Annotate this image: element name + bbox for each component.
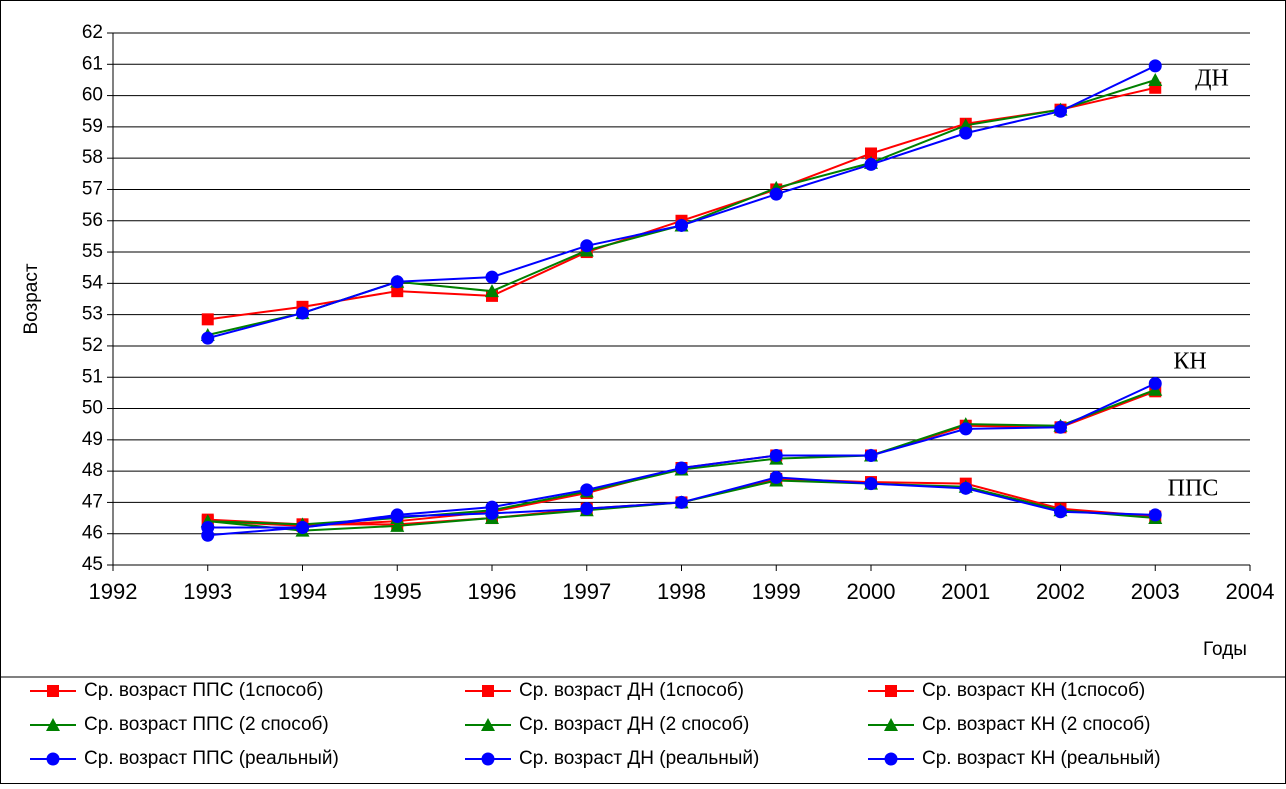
- legend-label: Ср. возраст ППС (1способ): [84, 680, 323, 701]
- y-tick-label: 60: [82, 85, 103, 106]
- marker: [1148, 508, 1162, 522]
- marker: [1148, 59, 1162, 73]
- x-axis-label: Годы: [1203, 639, 1247, 660]
- marker: [675, 218, 688, 232]
- marker: [675, 495, 688, 509]
- y-tick-label: 59: [82, 116, 103, 137]
- marker: [46, 718, 60, 731]
- x-tick-label: 1993: [183, 579, 232, 604]
- marker: [201, 528, 215, 542]
- y-tick-label: 61: [82, 53, 103, 74]
- x-tick-label: 2004: [1226, 579, 1275, 604]
- marker: [485, 500, 499, 514]
- marker: [1054, 420, 1067, 434]
- legend-label: Ср. возраст ДН (1способ): [519, 680, 744, 701]
- marker: [864, 157, 878, 171]
- marker: [675, 461, 688, 475]
- legend-label: Ср. возраст КН (1способ): [922, 680, 1145, 701]
- marker: [481, 752, 495, 766]
- marker: [201, 313, 214, 326]
- marker: [390, 518, 405, 532]
- y-tick-label: 62: [82, 22, 103, 43]
- marker: [1054, 104, 1067, 118]
- legend-label: Ср. возраст ДН (реальный): [519, 748, 759, 769]
- y-tick-label: 47: [82, 491, 103, 512]
- y-tick-label: 54: [82, 272, 104, 293]
- marker: [1148, 72, 1163, 86]
- marker: [864, 477, 878, 491]
- y-tick-label: 49: [82, 429, 103, 450]
- marker: [580, 239, 594, 253]
- legend-label: Ср. возраст ППС (2 способ): [84, 714, 329, 735]
- marker: [769, 187, 783, 201]
- legend-label: Ср. возраст ДН (2 способ): [519, 714, 749, 735]
- marker: [46, 752, 60, 766]
- y-tick-label: 53: [82, 304, 103, 325]
- x-tick-label: 2003: [1131, 579, 1180, 604]
- marker: [580, 502, 594, 516]
- y-tick-label: 50: [82, 398, 103, 419]
- marker: [390, 508, 404, 522]
- marker: [1054, 505, 1067, 519]
- marker: [391, 285, 404, 298]
- y-tick-label: 58: [82, 147, 103, 168]
- x-tick-label: 2002: [1036, 579, 1085, 604]
- marker: [959, 422, 973, 436]
- marker: [296, 306, 309, 320]
- marker: [959, 481, 973, 495]
- y-tick-label: 57: [82, 178, 103, 199]
- legend-label: Ср. возраст ППС (реальный): [84, 748, 339, 769]
- marker: [864, 448, 878, 462]
- marker: [482, 685, 494, 697]
- y-tick-label: 51: [82, 366, 103, 387]
- marker: [769, 448, 783, 462]
- marker: [884, 718, 898, 731]
- x-tick-label: 2001: [941, 579, 990, 604]
- y-tick-label: 52: [82, 335, 103, 356]
- marker: [884, 752, 898, 766]
- marker: [1148, 376, 1162, 390]
- marker: [580, 483, 594, 497]
- y-tick-label: 48: [82, 460, 103, 481]
- marker: [485, 270, 499, 284]
- marker: [390, 275, 404, 289]
- marker: [959, 126, 973, 140]
- x-tick-label: 1992: [89, 579, 138, 604]
- x-tick-label: 2000: [847, 579, 896, 604]
- y-tick-label: 46: [82, 523, 103, 544]
- y-tick-label: 55: [82, 241, 103, 262]
- marker: [865, 147, 877, 160]
- marker: [769, 470, 783, 484]
- x-tick-label: 1995: [373, 579, 422, 604]
- annotation: ППС: [1168, 476, 1219, 502]
- y-axis-label: Возраст: [21, 263, 42, 334]
- marker: [201, 331, 215, 345]
- y-tick-label: 56: [82, 210, 103, 231]
- annotation: ДН: [1195, 66, 1229, 92]
- legend-label: Ср. возраст КН (2 способ): [922, 714, 1151, 735]
- x-tick-label: 1997: [562, 579, 611, 604]
- marker: [296, 520, 309, 534]
- annotation: КН: [1173, 349, 1206, 375]
- marker: [47, 685, 59, 697]
- y-tick-label: 45: [82, 554, 103, 575]
- x-tick-label: 1996: [468, 579, 517, 604]
- legend-label: Ср. возраст КН (реальный): [922, 748, 1161, 769]
- marker: [485, 284, 499, 298]
- marker: [481, 718, 495, 731]
- x-tick-label: 1999: [752, 579, 801, 604]
- x-tick-label: 1998: [657, 579, 706, 604]
- x-tick-label: 1994: [278, 579, 327, 604]
- marker: [885, 685, 897, 697]
